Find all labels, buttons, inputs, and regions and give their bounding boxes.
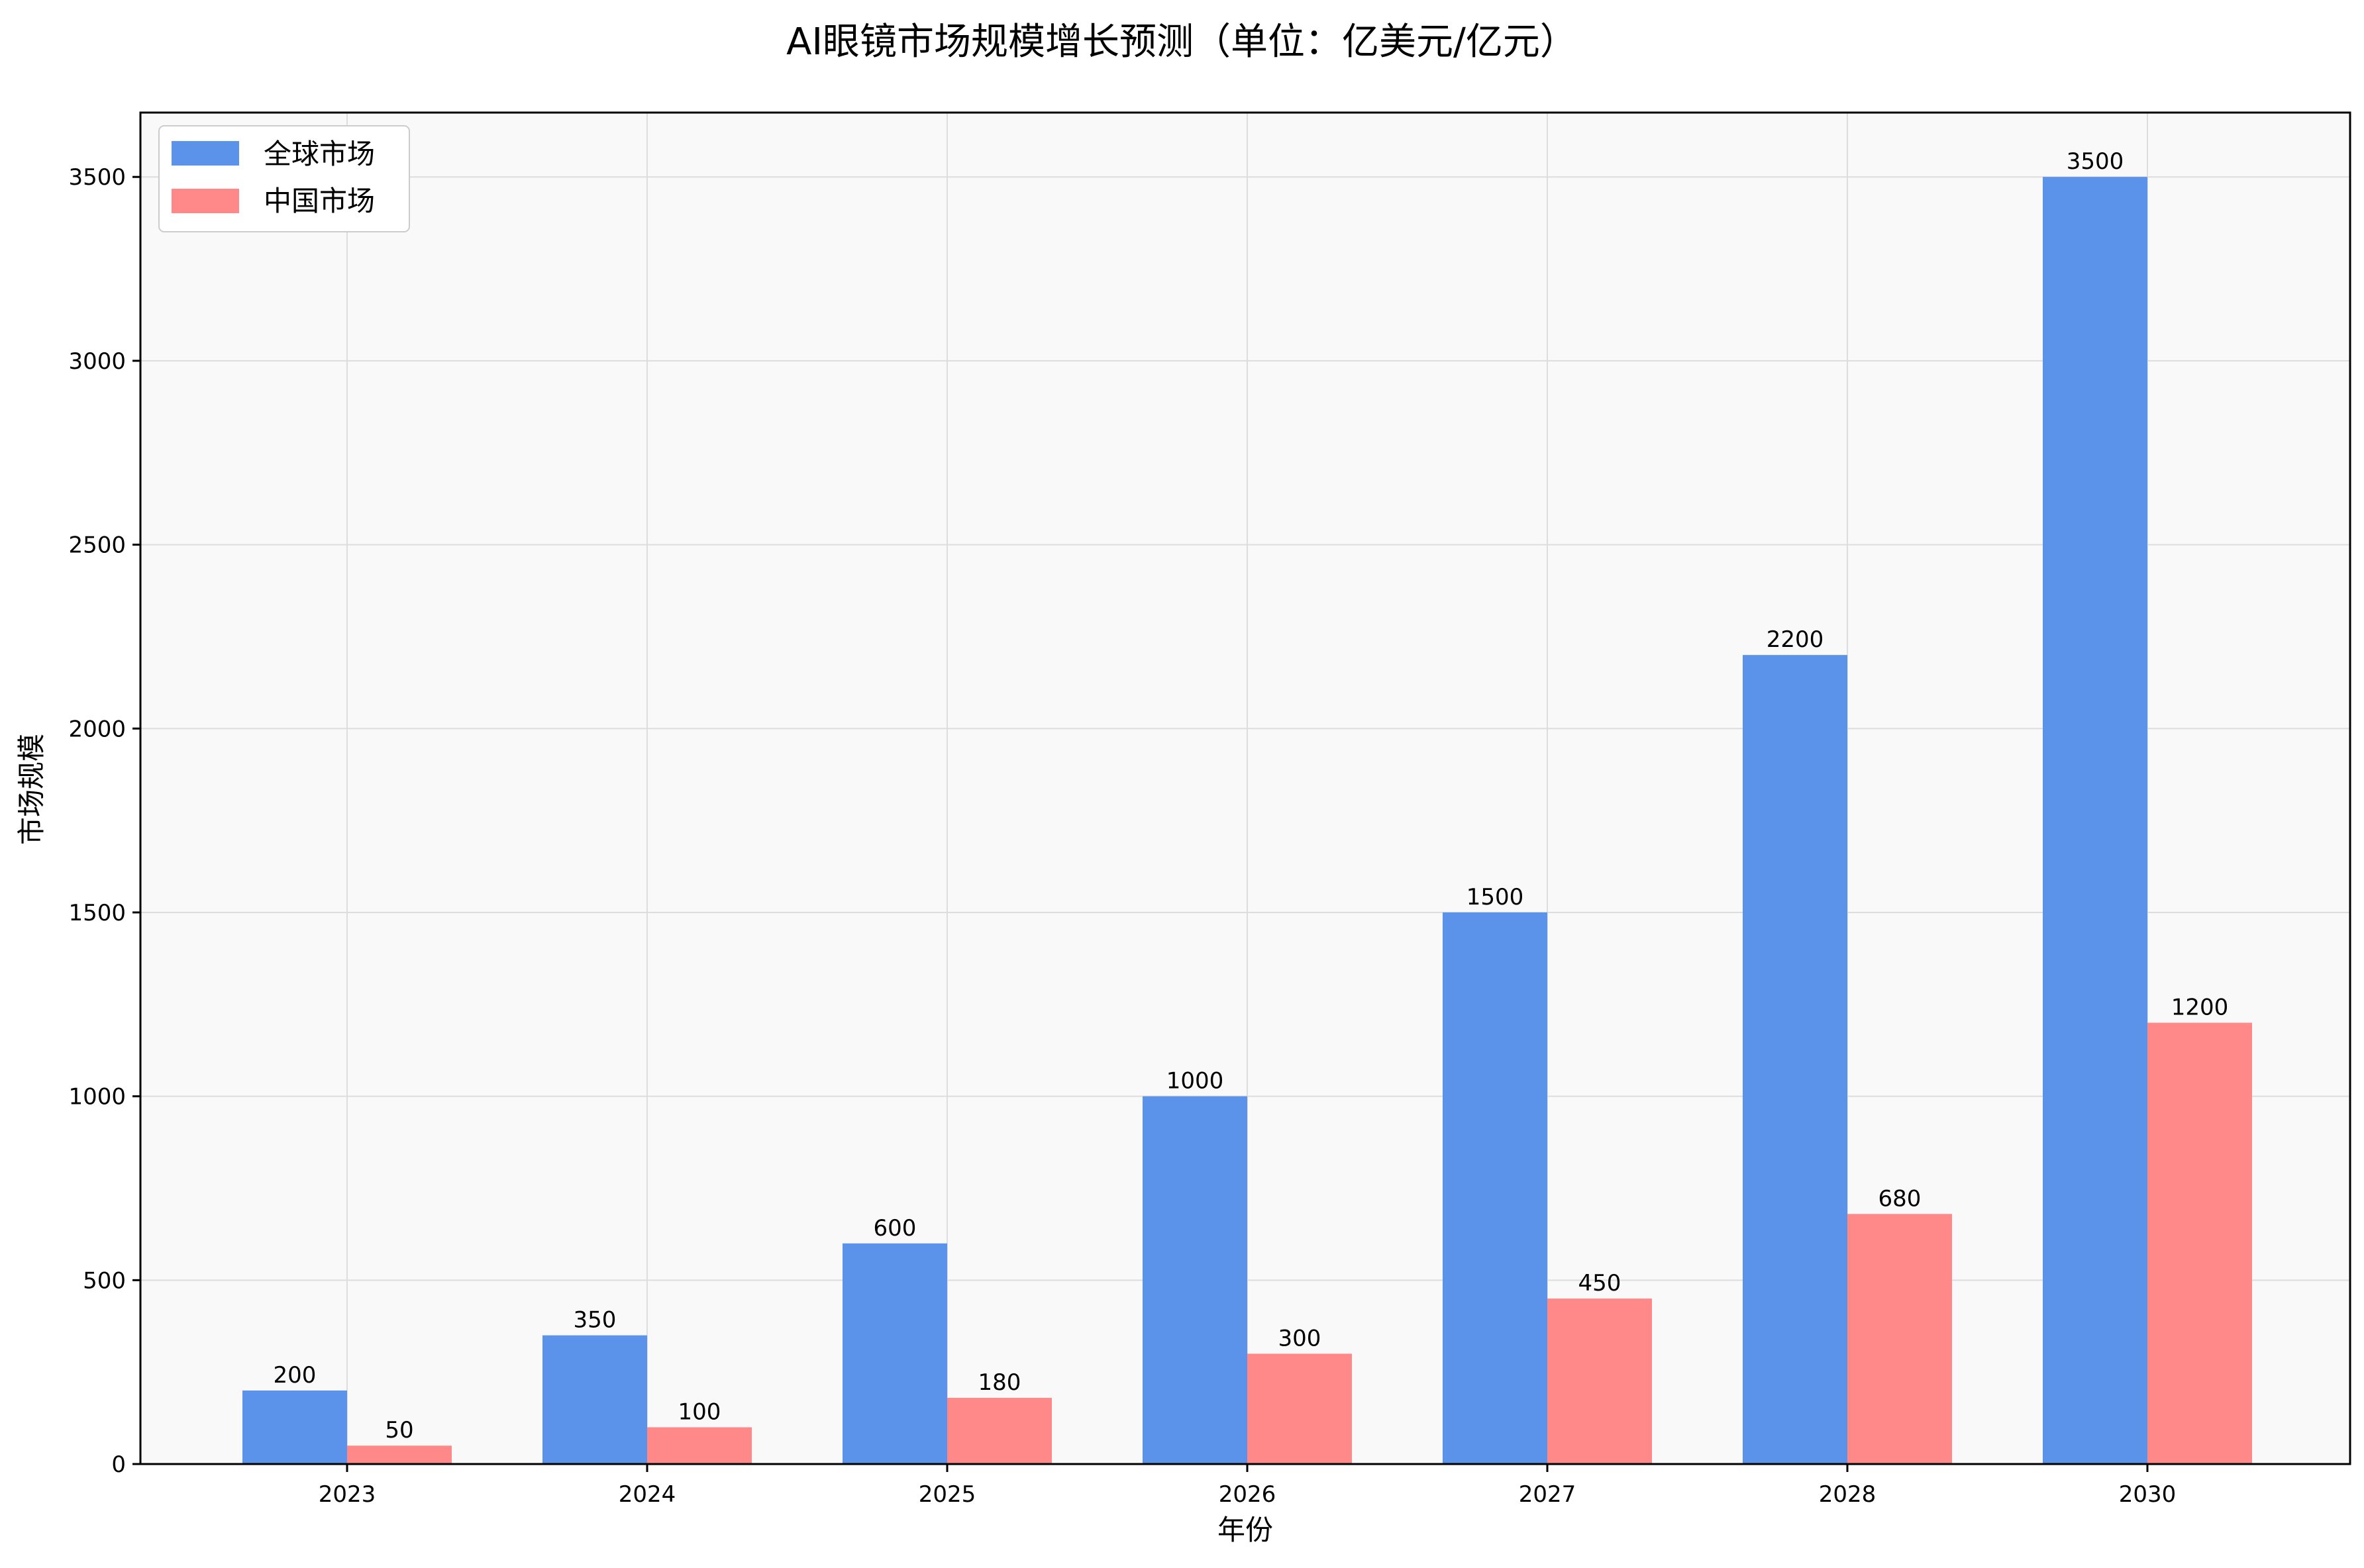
plot-border: [139, 111, 2351, 1465]
x-tick-label-2030: 2030: [2119, 1481, 2177, 1508]
data-label-china-2025: 180: [978, 1369, 1021, 1396]
y-tick-label-1500: 1500: [68, 900, 126, 926]
bar-china-2025: [947, 1398, 1052, 1464]
bar-global-2023: [242, 1390, 347, 1464]
y-tick-label-2500: 2500: [68, 532, 126, 559]
data-label-global-2023: 200: [274, 1362, 317, 1389]
x-tick-label-2023: 2023: [319, 1481, 376, 1508]
data-label-china-2023: 50: [385, 1417, 413, 1444]
data-label-global-2025: 600: [874, 1215, 917, 1242]
y-tick-label-0: 0: [111, 1451, 126, 1478]
data-label-china-2024: 100: [678, 1398, 721, 1425]
data-label-china-2026: 300: [1278, 1325, 1321, 1351]
bar-china-2023: [347, 1446, 452, 1464]
y-tick-label-2000: 2000: [68, 716, 126, 742]
bar-china-2026: [1247, 1353, 1352, 1464]
bar-china-2028: [1847, 1214, 1952, 1464]
legend-swatch-china-market: [172, 189, 239, 213]
bar-china-2027: [1547, 1298, 1652, 1464]
bar-china-2024: [647, 1427, 752, 1464]
bar-global-2025: [843, 1243, 947, 1464]
bar-global-2028: [1743, 655, 1847, 1464]
data-label-global-2026: 1000: [1166, 1068, 1224, 1095]
bar-global-2026: [1143, 1096, 1247, 1464]
bar-china-2030: [2147, 1022, 2252, 1464]
y-tick-label-1000: 1000: [68, 1084, 126, 1110]
data-labels-layer: 200 350 600 1000 1500 2200 3500 50 100 180 300 450 6…: [274, 148, 2229, 1444]
legend-swatch-global-market: [172, 141, 239, 166]
data-label-global-2024: 350: [574, 1307, 617, 1334]
data-label-china-2028: 680: [1878, 1185, 1922, 1212]
x-tick-label-2025: 2025: [919, 1481, 976, 1508]
x-tick-label-2028: 2028: [1819, 1481, 1876, 1508]
y-tick-label-3000: 3000: [68, 348, 126, 375]
legend-label-global-market: 全球市场: [264, 138, 375, 170]
bar-global-2030: [2043, 177, 2147, 1465]
x-tick-label-2024: 2024: [619, 1481, 676, 1508]
bar-global-2024: [542, 1335, 647, 1464]
data-label-global-2030: 3500: [2067, 148, 2124, 175]
legend-label-china-market: 中国市场: [264, 185, 375, 217]
data-label-global-2028: 2200: [1767, 626, 1824, 653]
chart-title: AI眼镜市场规模增长预测（单位：亿美元/亿元）: [786, 21, 1577, 64]
grid-layer: [140, 113, 2350, 1465]
data-label-global-2027: 1500: [1466, 884, 1524, 910]
bar-global-2027: [1443, 912, 1547, 1464]
data-label-china-2027: 450: [1578, 1270, 1621, 1297]
y-tick-label-500: 500: [83, 1267, 126, 1294]
data-label-china-2030: 1200: [2171, 995, 2229, 1021]
bars-layer: [242, 177, 2252, 1465]
y-axis-title: 市场规模: [15, 734, 48, 845]
y-tick-label-3500: 3500: [68, 164, 126, 191]
x-axis-title: 年份: [1217, 1514, 1273, 1546]
legend: 全球市场 中国市场: [158, 125, 410, 232]
axes-layer: 0 500 1000 1500 2000 2500 3000 3500 2023 2024 2025…: [68, 111, 2351, 1508]
x-tick-label-2027: 2027: [1519, 1481, 1576, 1508]
x-tick-label-2026: 2026: [1219, 1481, 1276, 1508]
